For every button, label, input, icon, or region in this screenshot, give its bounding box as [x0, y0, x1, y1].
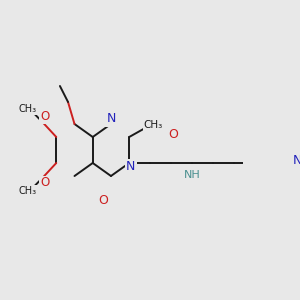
Text: N: N — [106, 112, 116, 125]
Text: O: O — [40, 110, 50, 124]
Text: O: O — [40, 176, 50, 190]
Text: CH₃: CH₃ — [18, 104, 36, 114]
Text: O: O — [98, 194, 108, 208]
Text: CH₃: CH₃ — [18, 186, 36, 196]
Text: O: O — [168, 128, 178, 140]
Text: N: N — [126, 160, 136, 172]
Text: NH: NH — [184, 170, 201, 180]
Text: N: N — [293, 154, 300, 167]
Text: CH₃: CH₃ — [144, 120, 163, 130]
